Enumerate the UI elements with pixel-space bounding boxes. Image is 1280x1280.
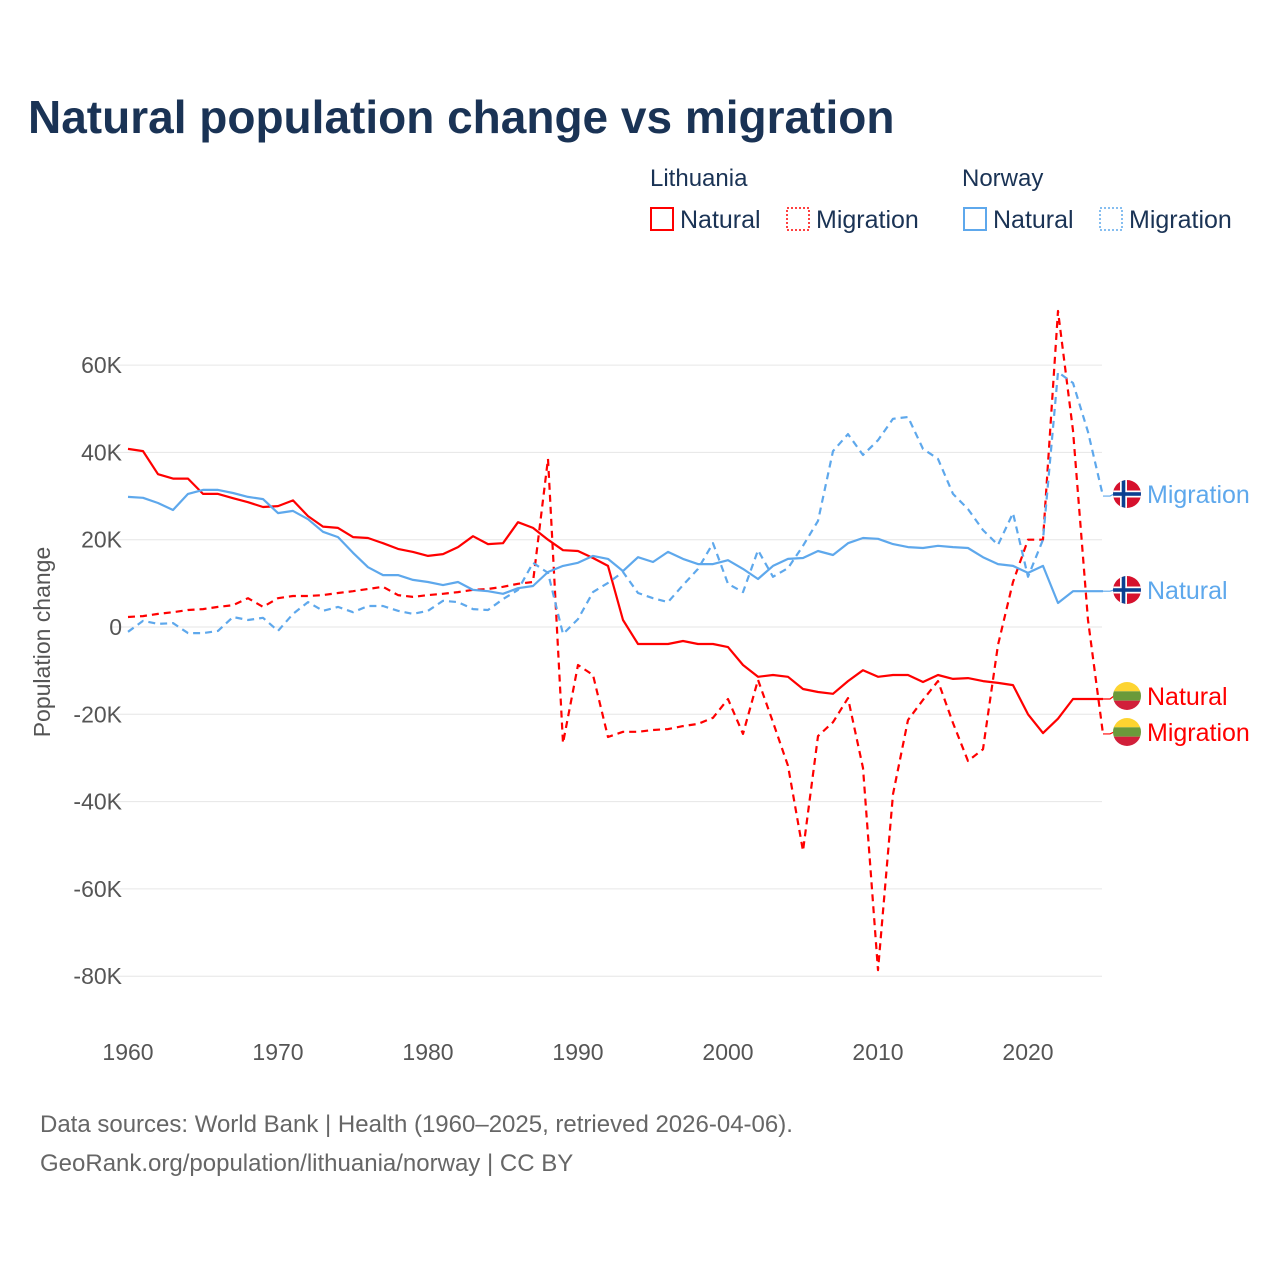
y-axis: 60K 40K 20K 0 -20K -40K -60K -80K <box>73 352 122 989</box>
y-tick-label: -20K <box>73 701 122 727</box>
series-line-norway-natural[interactable] <box>127 488 1103 605</box>
legend-lithuania-natural[interactable]: Natural <box>680 206 761 234</box>
x-tick-label: 1970 <box>252 1039 303 1065</box>
y-tick-label: 0 <box>109 614 122 640</box>
y-axis-label: Population change <box>29 547 55 738</box>
y-tick-label: -60K <box>73 876 122 902</box>
end-label-connector <box>1103 731 1115 735</box>
legend-norway-migration[interactable]: Migration <box>1129 206 1232 234</box>
lithuania-flag-icon <box>1113 718 1141 746</box>
end-label-connector <box>1103 695 1115 700</box>
y-tick-label: -80K <box>73 963 122 989</box>
norway-flag-icon <box>1113 576 1141 604</box>
x-tick-label: 2020 <box>1002 1039 1053 1065</box>
series-line-norway-migration[interactable] <box>127 371 1105 636</box>
footer-link[interactable]: GeoRank.org/population/lithuania/norway … <box>40 1150 573 1177</box>
end-label-lithuania-natural: Natural <box>1147 683 1228 711</box>
legend-swatch-lithuania-migration <box>786 207 810 231</box>
legend-lithuania-migration[interactable]: Migration <box>816 206 919 234</box>
end-label-connector <box>1103 589 1115 592</box>
legend-swatch-norway-natural <box>963 207 987 231</box>
series-line-lithuania-migration[interactable] <box>127 309 1105 972</box>
legend-swatch-norway-migration <box>1099 207 1123 231</box>
y-tick-label: 60K <box>81 352 123 378</box>
series-lines <box>127 309 1105 972</box>
end-label-norway-migration: Migration <box>1147 481 1250 509</box>
y-tick-label: 40K <box>81 439 123 465</box>
series-line-lithuania-natural[interactable] <box>127 447 1103 735</box>
x-tick-label: 1980 <box>402 1039 453 1065</box>
footer-sources: Data sources: World Bank | Health (1960–… <box>40 1111 793 1138</box>
x-tick-label: 1960 <box>102 1039 153 1065</box>
x-tick-label: 1990 <box>552 1039 603 1065</box>
legend: Lithuania Natural Migration Norway Natur… <box>650 165 1232 234</box>
end-label-lithuania-migration: Migration <box>1147 719 1250 747</box>
x-tick-label: 2000 <box>702 1039 753 1065</box>
x-tick-label: 2010 <box>852 1039 903 1065</box>
end-labels: Natural Migration Natural Migration <box>1103 480 1250 747</box>
chart-title: Natural population change vs migration <box>28 91 894 143</box>
x-axis: 1960 1970 1980 1990 2000 2010 2020 <box>102 1039 1053 1065</box>
y-tick-label: 20K <box>81 527 123 553</box>
end-label-connector <box>1103 493 1115 497</box>
legend-swatch-lithuania-natural <box>650 207 674 231</box>
lithuania-flag-icon <box>1113 682 1141 710</box>
norway-flag-icon <box>1113 480 1141 508</box>
end-label-norway-natural: Natural <box>1147 577 1228 605</box>
legend-norway-natural[interactable]: Natural <box>993 206 1074 234</box>
legend-group-lithuania[interactable]: Lithuania <box>650 165 748 192</box>
y-tick-label: -40K <box>73 789 122 815</box>
grid <box>110 364 1102 977</box>
legend-group-norway[interactable]: Norway <box>962 165 1043 192</box>
